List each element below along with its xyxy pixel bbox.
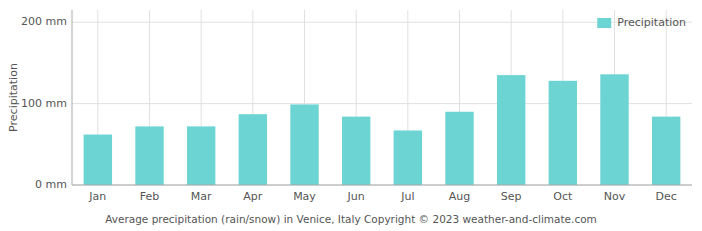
y-axis-label: Precipitation [7,63,20,132]
grid [72,10,692,185]
x-tick-label: Feb [140,190,159,203]
x-tick-label: Mar [191,190,212,203]
x-tick-label: Jul [400,190,414,203]
bar [239,114,267,185]
legend-swatch [597,18,611,28]
x-tick-label: Jan [88,190,106,203]
bar [187,126,215,185]
chart-container: 0 mm 100 mm 200 mm Jan Feb Mar Apr May Jun Jul Aug… [0,0,702,231]
x-tick-label: Aug [449,190,470,203]
bar [342,117,370,185]
x-tick-label: Oct [553,190,573,203]
bar [84,135,112,185]
y-axis-line [72,10,73,185]
y-tick-label: 100 mm [21,97,67,110]
bar [600,74,628,185]
bar [549,81,577,185]
x-tick-label: Dec [656,190,677,203]
legend-label: Precipitation [617,16,686,29]
bar [394,130,422,185]
bars [84,74,681,185]
x-tick-label: Jun [347,190,365,203]
chart-title: Average precipitation (rain/snow) in Ven… [105,213,597,225]
bar [290,104,318,185]
bar [445,112,473,185]
x-tick-label: Apr [243,190,263,203]
legend: Precipitation [597,16,686,29]
bar [652,117,680,185]
x-axis-line [72,185,692,186]
y-tick-label: 200 mm [21,15,67,28]
x-tick-label: Nov [604,190,626,203]
y-grid-line [72,185,692,186]
x-tick-label: Sep [501,190,522,203]
axes: 0 mm 100 mm 200 mm Jan Feb Mar Apr May Jun Jul Aug… [21,10,692,203]
x-tick-label: May [293,190,316,203]
y-grid-line [72,103,692,104]
bar [497,75,525,185]
y-tick-label: 0 mm [35,178,67,191]
chart-svg: 0 mm 100 mm 200 mm Jan Feb Mar Apr May Jun Jul Aug… [0,0,702,231]
bar [135,126,163,185]
